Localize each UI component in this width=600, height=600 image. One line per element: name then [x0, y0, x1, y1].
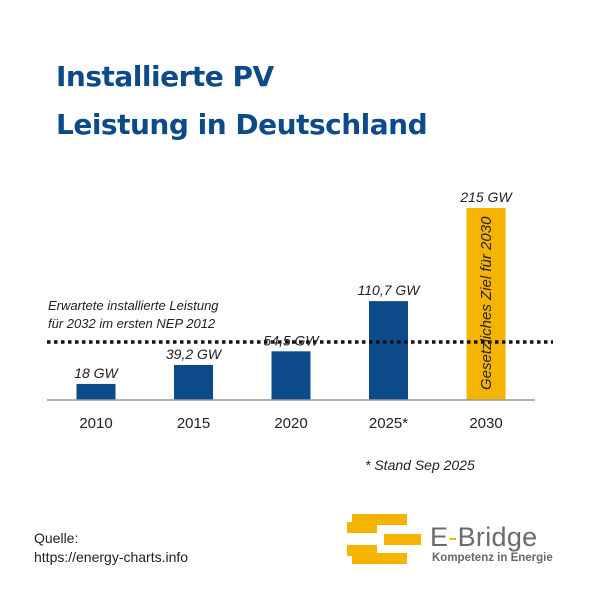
value-label: 215 GW — [459, 189, 513, 205]
reference-label-line1: Erwartete installierte Leistung — [48, 298, 219, 313]
bar-2025* — [369, 301, 408, 400]
bar-inner-label: Gesetzliches Ziel für 2030 — [478, 216, 495, 390]
chart-title-line2: Leistung in Deutschland — [56, 108, 428, 141]
logo-name-suffix: Bridge — [457, 522, 538, 552]
category-label: 2010 — [79, 415, 112, 432]
value-label: 39,2 GW — [166, 346, 223, 362]
bar-2020 — [271, 351, 311, 400]
bar-2010 — [76, 383, 116, 400]
category-label: 2025* — [369, 415, 408, 432]
value-label: 110,7 GW — [358, 282, 422, 298]
reference-label-line2: für 2032 im ersten NEP 2012 — [48, 316, 216, 331]
bar-2030 — [466, 208, 506, 400]
value-label: 18 GW — [74, 365, 119, 381]
source-url[interactable]: https://energy-charts.info — [34, 549, 189, 565]
source-label: Quelle: — [34, 530, 79, 546]
value-label: 54,5 GW — [263, 332, 320, 348]
bar-2015 — [174, 364, 213, 400]
category-label: 2020 — [274, 415, 307, 432]
logo-wordmark: E-Bridge — [430, 522, 537, 553]
logo-name-dash: - — [448, 522, 458, 552]
footnote: * Stand Sep 2025 — [365, 457, 475, 473]
category-label: 2030 — [469, 415, 502, 432]
logo-tagline: Kompetenz in Energie — [432, 552, 553, 564]
chart-title-line1: Installierte PV — [56, 60, 274, 93]
category-label: 2015 — [177, 415, 210, 432]
logo-name-prefix: E — [430, 522, 449, 552]
e-bridge-logo-icon — [347, 514, 421, 564]
